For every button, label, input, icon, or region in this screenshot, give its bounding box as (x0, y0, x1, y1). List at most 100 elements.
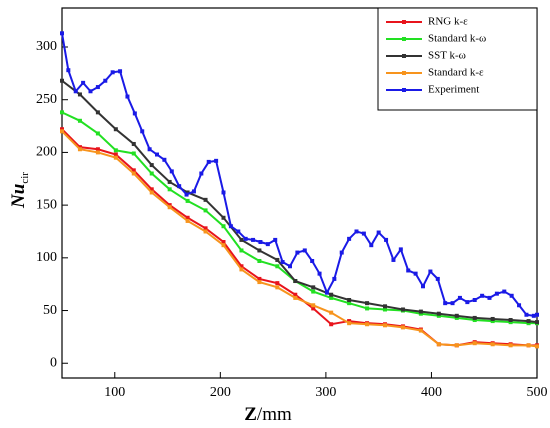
data-point (257, 248, 262, 253)
data-point (110, 70, 115, 75)
series-line (61, 130, 538, 348)
data-point (113, 148, 118, 153)
y-tick-label: 150 (36, 197, 57, 212)
data-point (60, 129, 64, 134)
legend-marker (402, 71, 406, 75)
legend-marker (402, 88, 406, 92)
data-point (60, 110, 64, 115)
data-point (184, 192, 189, 197)
data-point (131, 141, 136, 146)
data-point (132, 111, 137, 116)
data-point (155, 152, 159, 157)
data-point (95, 85, 100, 90)
data-point (418, 328, 423, 333)
data-point (361, 231, 366, 236)
data-point (60, 78, 64, 83)
data-point (494, 291, 499, 296)
data-point (221, 215, 226, 220)
data-point (221, 240, 226, 245)
data-point (113, 152, 118, 157)
data-point (365, 306, 370, 311)
data-point (383, 304, 387, 309)
data-point (239, 237, 244, 242)
data-point (302, 248, 307, 253)
data-point (221, 190, 226, 195)
data-point (508, 343, 513, 348)
data-point (454, 343, 459, 348)
data-point (185, 198, 190, 203)
data-point (347, 319, 352, 324)
legend-label: Standard k-ω (428, 33, 486, 45)
data-point (311, 289, 316, 294)
data-point (131, 168, 136, 173)
y-tick-label: 0 (50, 355, 57, 370)
y-tick-label: 50 (43, 303, 57, 318)
data-point (508, 318, 513, 323)
data-point (169, 169, 174, 174)
data-point (251, 237, 256, 242)
data-point (339, 250, 344, 255)
x-tick-label: 500 (527, 385, 548, 400)
data-point (384, 237, 389, 242)
x-label-unit: /mm (257, 404, 292, 425)
data-point (273, 237, 278, 242)
data-point (280, 260, 285, 265)
data-point (454, 313, 459, 318)
legend-label: Experiment (428, 84, 479, 96)
data-point (295, 250, 300, 255)
data-point (347, 301, 352, 306)
data-point (311, 285, 316, 290)
data-point (472, 297, 477, 302)
data-point (508, 320, 513, 325)
data-point (472, 341, 477, 346)
data-point (383, 307, 387, 312)
data-point (77, 145, 82, 150)
data-point (228, 224, 233, 229)
data-point (203, 229, 208, 234)
data-point (369, 243, 374, 248)
data-point (398, 247, 403, 252)
data-point (480, 293, 485, 298)
data-point (436, 342, 441, 347)
data-point (383, 323, 387, 328)
data-point (535, 320, 539, 325)
data-point (203, 197, 208, 202)
data-point (95, 110, 100, 115)
data-point (490, 319, 495, 324)
data-point (436, 311, 441, 316)
data-point (265, 242, 270, 247)
data-point (450, 301, 455, 306)
data-point (329, 310, 334, 315)
data-point (125, 94, 130, 99)
data-point (293, 292, 298, 297)
data-point (258, 240, 263, 245)
data-point (185, 215, 190, 220)
data-point (531, 313, 536, 318)
data-point (293, 295, 298, 300)
data-point (140, 129, 145, 134)
data-point (239, 267, 244, 272)
legend-marker (402, 54, 406, 58)
data-point (324, 290, 329, 295)
data-point (436, 313, 441, 318)
x-tick-label: 400 (421, 385, 442, 400)
data-point (391, 257, 396, 262)
data-point (162, 157, 167, 162)
data-point (293, 279, 298, 284)
series-line (61, 128, 537, 347)
data-point (329, 322, 334, 327)
data-point (149, 190, 154, 195)
data-point (535, 344, 539, 349)
data-point (95, 131, 100, 136)
data-point (443, 301, 448, 306)
data-point (454, 315, 459, 320)
data-point (77, 118, 82, 123)
data-point (311, 303, 316, 308)
data-point (310, 258, 315, 263)
data-point (517, 303, 522, 308)
data-point (465, 300, 470, 305)
data-point (81, 80, 86, 85)
data-point (487, 295, 492, 300)
data-point (275, 281, 280, 286)
data-point (347, 236, 352, 241)
